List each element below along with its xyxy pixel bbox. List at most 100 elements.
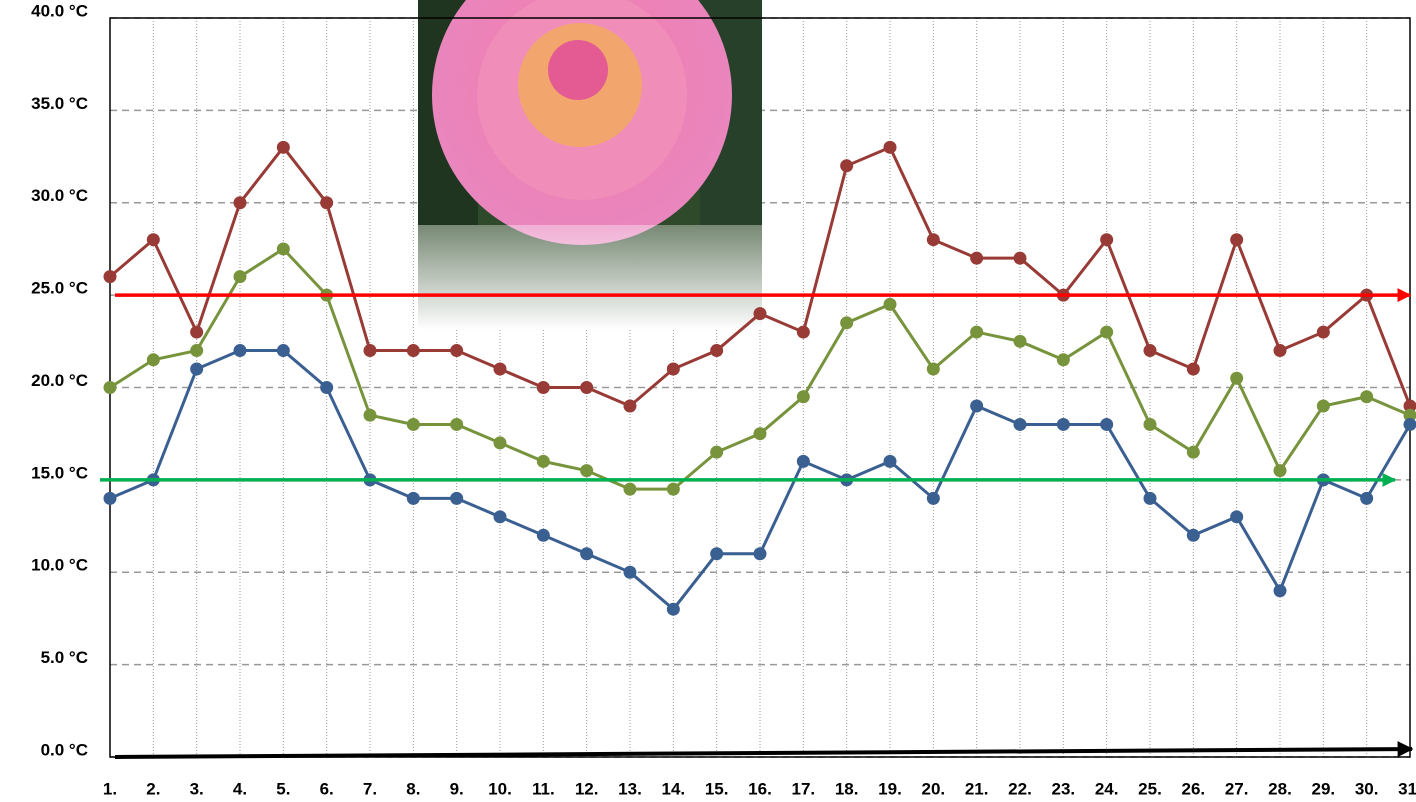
data-point — [450, 492, 463, 505]
data-point — [754, 547, 767, 560]
x-tick-label: 21. — [965, 779, 989, 798]
data-point — [364, 344, 377, 357]
data-point — [927, 233, 940, 246]
data-point — [970, 399, 983, 412]
x-tick-label: 25. — [1138, 779, 1162, 798]
data-point — [450, 418, 463, 431]
data-point — [1360, 492, 1373, 505]
data-point — [884, 298, 897, 311]
x-tick-label: 24. — [1095, 779, 1119, 798]
data-point — [537, 381, 550, 394]
x-tick-label: 23. — [1052, 779, 1076, 798]
x-tick-label: 29. — [1312, 779, 1336, 798]
chart: 0.0 °C 5.0 °C 10.0 °C 15.0 °C 20.0 °C 25.0 °C… — [0, 0, 1416, 802]
x-tick-label: 4. — [233, 779, 247, 798]
x-tick-label: 6. — [320, 779, 334, 798]
data-point — [234, 196, 247, 209]
data-point — [580, 547, 593, 560]
x-tick-label: 2. — [146, 779, 160, 798]
data-point — [624, 566, 637, 579]
data-point — [1057, 418, 1070, 431]
data-point — [1230, 233, 1243, 246]
y-tick-label: 10.0 °C — [31, 556, 88, 575]
data-point — [797, 455, 810, 468]
data-point — [104, 381, 117, 394]
x-tick-label: 31. — [1398, 779, 1416, 798]
x-tick-label: 1. — [103, 779, 117, 798]
data-point — [1230, 372, 1243, 385]
y-tick-label: 15.0 °C — [31, 463, 88, 482]
data-point — [1230, 510, 1243, 523]
data-point — [147, 233, 160, 246]
data-point — [710, 547, 723, 560]
data-point — [1274, 464, 1287, 477]
data-point — [1187, 529, 1200, 542]
x-tick-label: 16. — [748, 779, 772, 798]
data-point — [624, 483, 637, 496]
x-tick-label: 19. — [878, 779, 902, 798]
data-point — [667, 603, 680, 616]
data-point — [754, 307, 767, 320]
data-point — [1014, 252, 1027, 265]
data-point — [1360, 390, 1373, 403]
x-tick-label: 12. — [575, 779, 599, 798]
data-point — [407, 344, 420, 357]
x-tick-label: 20. — [922, 779, 946, 798]
data-point — [104, 270, 117, 283]
data-point — [797, 326, 810, 339]
data-point — [277, 344, 290, 357]
data-point — [494, 363, 507, 376]
data-point — [277, 141, 290, 154]
data-point — [667, 483, 680, 496]
y-tick-label: 5.0 °C — [41, 648, 88, 667]
data-point — [1274, 584, 1287, 597]
x-tick-label: 11. — [532, 779, 555, 798]
x-tick-label: 7. — [363, 779, 377, 798]
x-tick-label: 9. — [450, 779, 464, 798]
data-point — [797, 390, 810, 403]
data-point — [104, 492, 117, 505]
data-point — [1014, 418, 1027, 431]
data-point — [1317, 326, 1330, 339]
x-tick-label: 27. — [1225, 779, 1249, 798]
data-point — [884, 141, 897, 154]
data-point — [320, 381, 333, 394]
x-tick-label: 18. — [835, 779, 859, 798]
x-tick-label: 30. — [1355, 779, 1379, 798]
y-tick-label: 20.0 °C — [31, 371, 88, 390]
data-point — [710, 344, 723, 357]
y-tick-label: 0.0 °C — [41, 740, 88, 759]
data-point — [537, 529, 550, 542]
data-point — [927, 363, 940, 376]
data-point — [364, 409, 377, 422]
data-point — [970, 252, 983, 265]
data-point — [1404, 418, 1416, 431]
data-point — [190, 326, 203, 339]
data-point — [1100, 233, 1113, 246]
data-point — [580, 381, 593, 394]
data-point — [624, 399, 637, 412]
data-point — [234, 270, 247, 283]
data-point — [927, 492, 940, 505]
x-tick-label: 22. — [1008, 779, 1032, 798]
data-point — [884, 455, 897, 468]
y-tick-label: 25.0 °C — [31, 279, 88, 298]
data-point — [147, 353, 160, 366]
y-tick-label: 35.0 °C — [31, 94, 88, 113]
x-tick-label: 13. — [618, 779, 642, 798]
x-tick-label: 17. — [792, 779, 816, 798]
data-point — [710, 446, 723, 459]
data-point — [407, 492, 420, 505]
data-point — [1057, 353, 1070, 366]
x-tick-label: 3. — [190, 779, 204, 798]
data-point — [754, 427, 767, 440]
data-point — [234, 344, 247, 357]
data-point — [1187, 446, 1200, 459]
data-point — [1274, 344, 1287, 357]
data-point — [1144, 418, 1157, 431]
x-tick-label: 14. — [662, 779, 686, 798]
data-point — [970, 326, 983, 339]
x-tick-label: 5. — [276, 779, 290, 798]
page: {"chart_data": {"type": "line", "categor… — [0, 0, 1416, 802]
data-point — [580, 464, 593, 477]
